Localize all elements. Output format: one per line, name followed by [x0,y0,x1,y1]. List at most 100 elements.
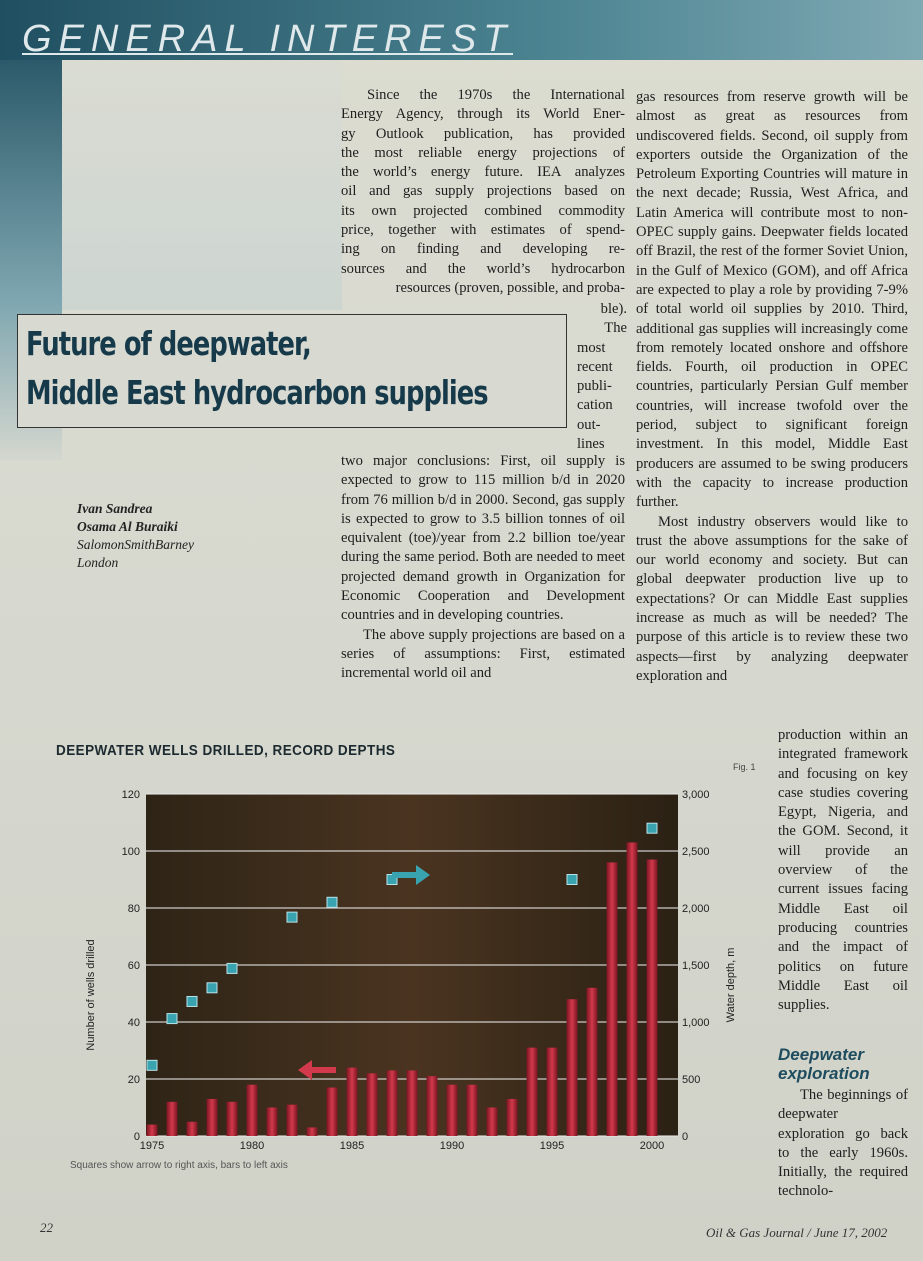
section-header: GENERAL INTEREST [22,18,514,60]
x-tick-label: 1995 [540,1140,564,1152]
depth-square [166,1013,178,1025]
right-tick-label: 500 [682,1074,700,1086]
right-tick-label: 2,500 [682,846,710,858]
bar [346,1067,358,1136]
column-1-top: Since the 1970s the International Energy … [341,86,625,298]
title-line-1: Future of deepwater, [26,324,312,363]
col1-paragraph-2: The above supply projections are based o… [341,626,625,682]
x-tick-label: 1980 [240,1140,264,1152]
depth-square [566,874,578,885]
right-axis-label: Water depth, m [725,948,737,1023]
col1-wrap-word: publi- [577,378,612,395]
col3-paragraph-2: The beginnings of deepwater exploration … [778,1087,908,1200]
col1-line: gy Outlook publication, has provided [341,125,625,142]
col1-line: its own projected combined commodity [341,202,625,219]
depth-square [286,911,298,923]
depth-square [326,896,338,908]
journal-citation: Oil & Gas Journal / June 17, 2002 [706,1225,888,1240]
bar [626,842,638,1136]
col1-line: the world’s energy future. IEA analyzes [341,164,625,181]
bar [406,1070,418,1136]
bar [586,987,598,1136]
article-title: Future of deepwater, Middle East hydroca… [26,319,489,417]
col1-line: the most reliable energy projections of [341,144,625,161]
bar [646,859,658,1136]
left-axis-label: Number of wells drilled [85,939,97,1050]
left-tick-label: 20 [128,1074,140,1086]
col1-wrap-word: out- [577,416,601,433]
col1-line: Since the 1970s the International [367,87,625,103]
bar [546,1047,558,1136]
right-tick-label: 3,000 [682,789,710,801]
header-fade [62,60,342,310]
figure-label: Fig. 1 [733,762,756,772]
column-2: gas resources from reserve growth will b… [636,88,908,686]
col2-paragraph-2: Most industry observers would like to tr… [636,513,908,684]
figure-note: Squares show arrow to right axis, bars t… [70,1160,288,1171]
col2-paragraph-1: gas resources from reserve growth will b… [636,89,908,511]
x-tick-label: 2000 [640,1140,664,1152]
col1-line: Energy Agency, through its World Ener- [341,106,625,123]
col1-paragraph-1-end: two major conclusions: First, oil supply… [341,453,625,624]
right-tick-label: 2,000 [682,903,710,915]
bar [286,1104,298,1136]
author-city: London [77,555,119,570]
title-line-2: Middle East hydrocarbon supplies [26,373,489,412]
depth-square [206,982,218,994]
left-tick-label: 120 [122,789,140,801]
column-3-top: production within an integrated framewor… [778,726,908,1015]
bar [486,1107,498,1136]
column-3-bottom: The beginnings of deepwater exploration … [778,1086,908,1202]
depth-square [226,962,238,974]
bar [246,1084,258,1136]
bar [166,1101,178,1136]
bar [426,1076,438,1136]
author-affiliation: SalomonSmithBarney [77,537,194,552]
x-tick-label: 1975 [140,1140,164,1152]
author-name-2: Osama Al Buraiki [77,519,178,534]
col1-wrap-word: The [604,320,627,337]
col3-paragraph-1: production within an integrated framewor… [778,727,908,1014]
bar [266,1107,278,1136]
column-1-wrap: ble). The most recent publi-cation out-lines [577,300,627,454]
depth-square [186,995,198,1007]
left-axis-arrow [298,1060,336,1080]
x-tick-label: 1985 [340,1140,364,1152]
depth-square [146,1059,158,1071]
right-tick-label: 0 [682,1131,688,1143]
col1-line: price, together with estimates of spend- [341,222,625,239]
col1-wrap-word: lines [577,436,605,453]
bar [386,1070,398,1136]
bar [606,862,618,1136]
figure-title: DEEPWATER WELLS DRILLED, RECORD DEPTHS [56,742,396,759]
col1-wrap-word: cation [577,397,613,414]
bar [446,1084,458,1136]
bar [326,1087,338,1136]
bar [506,1098,518,1136]
bar [146,1124,158,1136]
col1-wrap-word: ble). [600,301,627,317]
col1-line: resources (proven, possible, and proba- [395,279,625,296]
bar [226,1101,238,1136]
right-tick-label: 1,000 [682,1017,710,1029]
left-tick-label: 40 [128,1017,140,1029]
left-tick-label: 80 [128,903,140,915]
right-tick-label: 1,500 [682,960,710,972]
deepwater-chart: 0 20 40 60 80 100 120 0 500 1,000 1,500 2,000 2,500 3… [85,789,737,1152]
bar [366,1073,378,1136]
right-axis-arrow [392,865,430,885]
author-name-1: Ivan Sandrea [77,501,153,516]
left-tick-label: 100 [122,846,140,858]
col1-line: oil and gas supply projections based on [341,183,625,200]
page-number: 22 [40,1220,53,1235]
bar [526,1047,538,1136]
section-subhead: Deepwater exploration [778,1045,870,1083]
x-tick-label: 1990 [440,1140,464,1152]
col1-wrap-word: recent [577,358,613,375]
depth-square [646,822,658,834]
header-band [0,0,923,60]
bar [306,1127,318,1136]
left-tick-label: 0 [134,1131,140,1143]
bar [206,1098,218,1136]
